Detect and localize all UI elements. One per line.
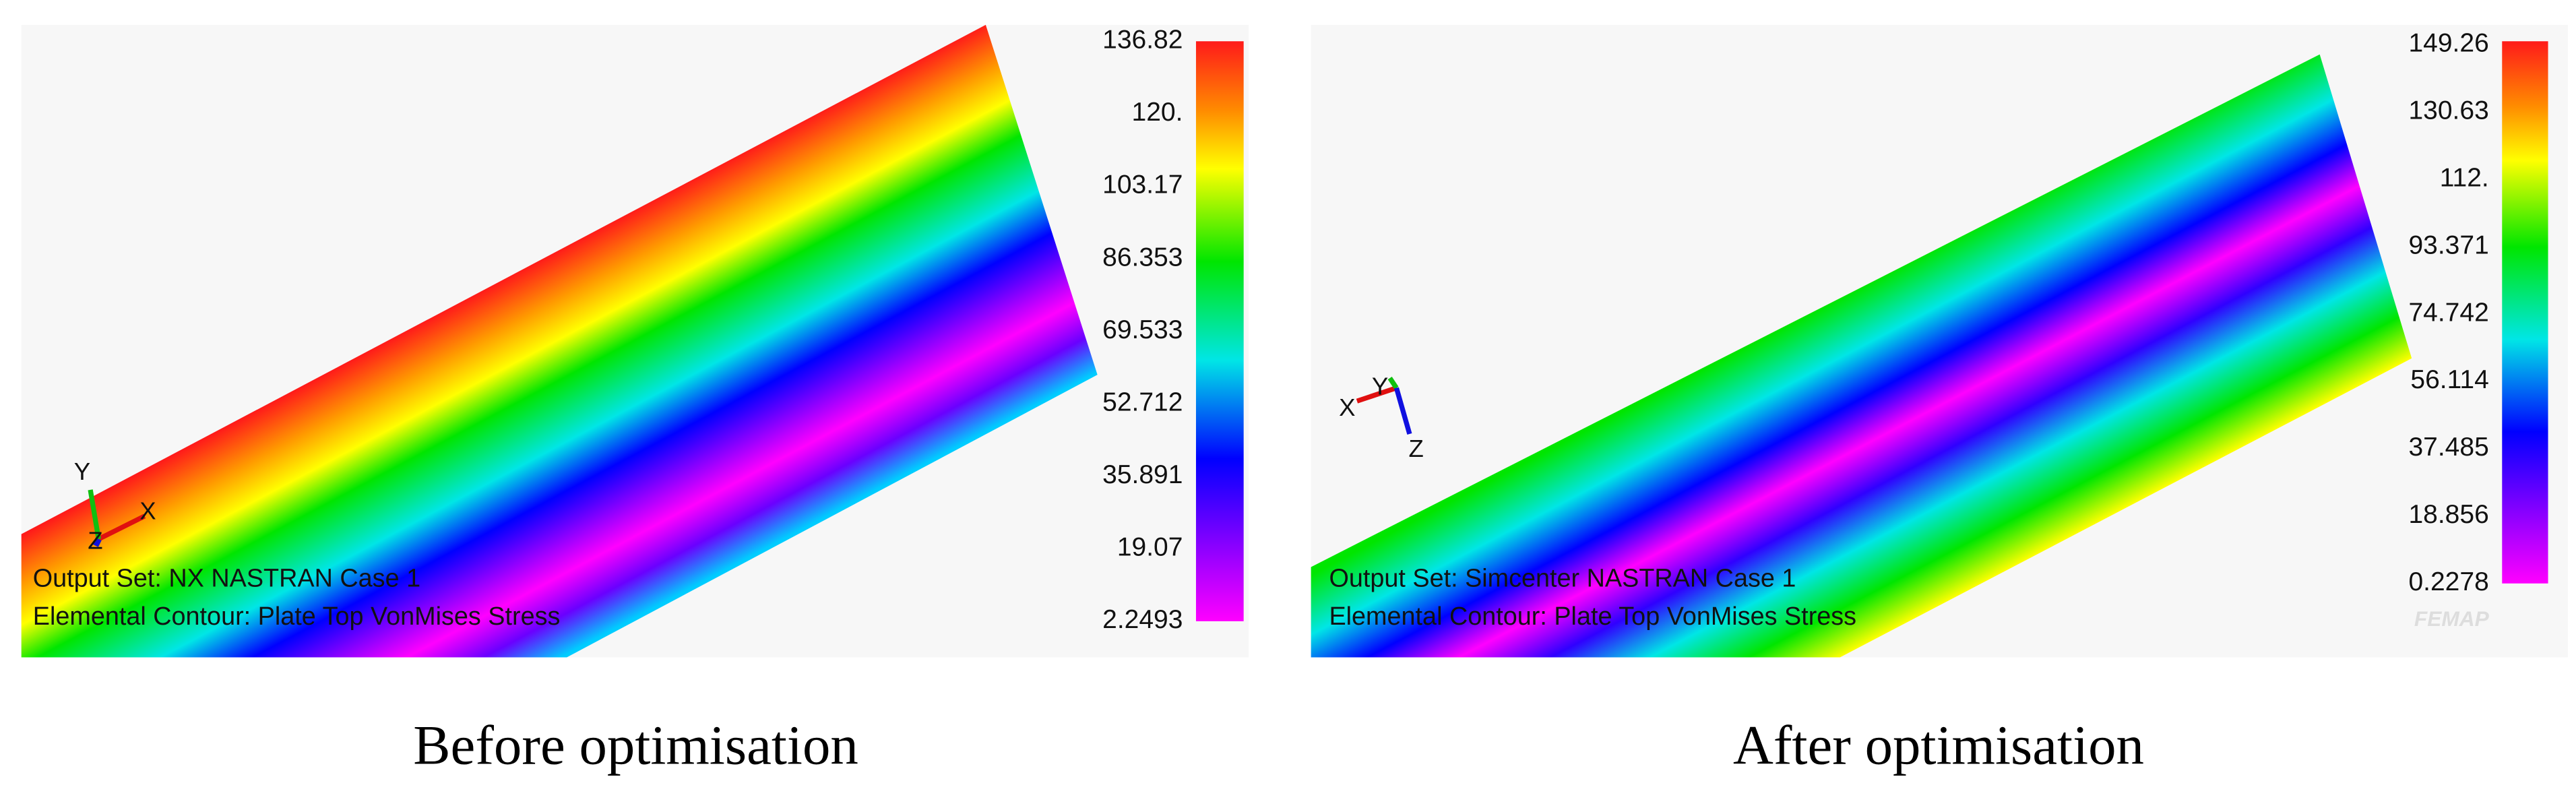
legend-label: 130.63 xyxy=(2408,96,2488,125)
plate-contour xyxy=(21,24,1098,658)
legend-label: 0.2278 xyxy=(2408,567,2488,596)
legend-label: 103.17 xyxy=(1102,170,1183,199)
color-bar xyxy=(1195,41,1244,621)
legend-label: 69.533 xyxy=(1102,315,1183,344)
axis-triad xyxy=(88,489,146,547)
legend-label: 136.82 xyxy=(1102,26,1183,55)
legend-label: 18.856 xyxy=(2408,500,2488,529)
axis-label: Y xyxy=(1372,372,1388,400)
contour-type: Elemental Contour: Plate Top VonMises St… xyxy=(1329,602,1856,631)
legend-label: 19.07 xyxy=(1117,533,1183,562)
color-bar xyxy=(2502,41,2548,584)
axis-triad xyxy=(1356,377,1412,435)
legend-label: 93.371 xyxy=(2408,230,2488,259)
plate-contour xyxy=(1311,54,2412,658)
caption: After optimisation xyxy=(1733,714,2144,776)
axis-label: X xyxy=(1339,394,1355,421)
legend-label: 86.353 xyxy=(1102,243,1183,272)
axis-label: Z xyxy=(1409,435,1424,462)
output-set: Output Set: NX NASTRAN Case 1 xyxy=(33,565,420,593)
contour-type: Elemental Contour: Plate Top VonMises St… xyxy=(33,602,561,631)
axis-label: X xyxy=(139,497,156,525)
axis-label: Y xyxy=(74,458,90,485)
caption: Before optimisation xyxy=(413,714,858,776)
axis-label: Z xyxy=(88,527,102,555)
legend-label: 2.2493 xyxy=(1102,605,1183,634)
legend-label: 120. xyxy=(1132,98,1183,127)
watermark: FEMAP xyxy=(2414,606,2490,631)
legend-label: 35.891 xyxy=(1102,460,1183,489)
legend-label: 52.712 xyxy=(1102,387,1183,416)
legend-label: 37.485 xyxy=(2408,433,2488,462)
legend-label: 149.26 xyxy=(2408,28,2488,57)
output-set: Output Set: Simcenter NASTRAN Case 1 xyxy=(1329,565,1796,593)
legend-label: 56.114 xyxy=(2410,365,2488,394)
legend-label: 112. xyxy=(2440,163,2489,192)
legend-label: 74.742 xyxy=(2408,298,2488,327)
